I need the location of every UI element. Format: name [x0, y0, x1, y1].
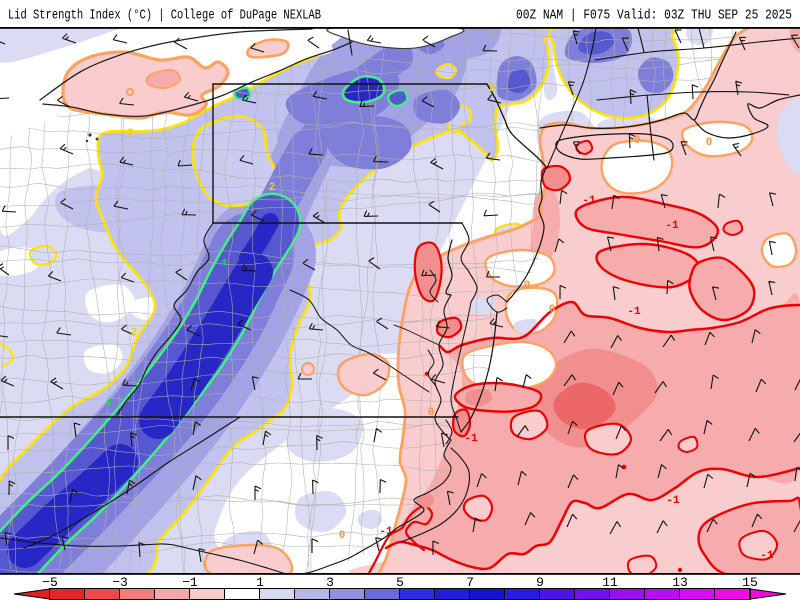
svg-text:00Z NAM | F075 Valid: 03Z THU: 00Z NAM | F075 Valid: 03Z THU SEP 25 202…	[516, 8, 792, 24]
svg-text:2: 2	[489, 83, 496, 95]
svg-text:Lid Strength Index (°C) | Coll: Lid Strength Index (°C) | College of DuP…	[8, 8, 321, 24]
svg-text:2: 2	[131, 327, 138, 339]
svg-text:-2: -2	[120, 128, 133, 140]
svg-text:0: 0	[706, 137, 713, 149]
svg-text:-1: -1	[582, 195, 596, 207]
svg-text:13: 13	[672, 575, 688, 590]
svg-text:0: 0	[428, 407, 435, 419]
svg-text:3: 3	[326, 575, 334, 590]
svg-text:4: 4	[221, 258, 228, 270]
svg-text:2: 2	[269, 182, 276, 194]
svg-text:0: 0	[549, 304, 556, 316]
svg-text:−5: −5	[42, 575, 58, 590]
svg-text:−3: −3	[112, 575, 128, 590]
svg-text:11: 11	[602, 575, 618, 590]
svg-text:0: 0	[524, 280, 531, 292]
svg-text:0: 0	[339, 530, 346, 542]
svg-text:0: 0	[634, 135, 641, 147]
svg-text:-1: -1	[665, 220, 679, 232]
svg-text:-1: -1	[379, 526, 393, 538]
svg-text:−1: −1	[182, 575, 198, 590]
svg-text:7: 7	[466, 575, 474, 590]
svg-text:-1: -1	[464, 433, 478, 445]
svg-text:5: 5	[396, 575, 404, 590]
svg-text:15: 15	[742, 575, 758, 590]
svg-text:-1: -1	[627, 306, 641, 318]
svg-text:-1: -1	[666, 495, 680, 507]
svg-text:1: 1	[256, 575, 264, 590]
svg-text:9: 9	[536, 575, 544, 590]
svg-text:4: 4	[106, 398, 113, 410]
svg-text:-1: -1	[760, 550, 774, 562]
